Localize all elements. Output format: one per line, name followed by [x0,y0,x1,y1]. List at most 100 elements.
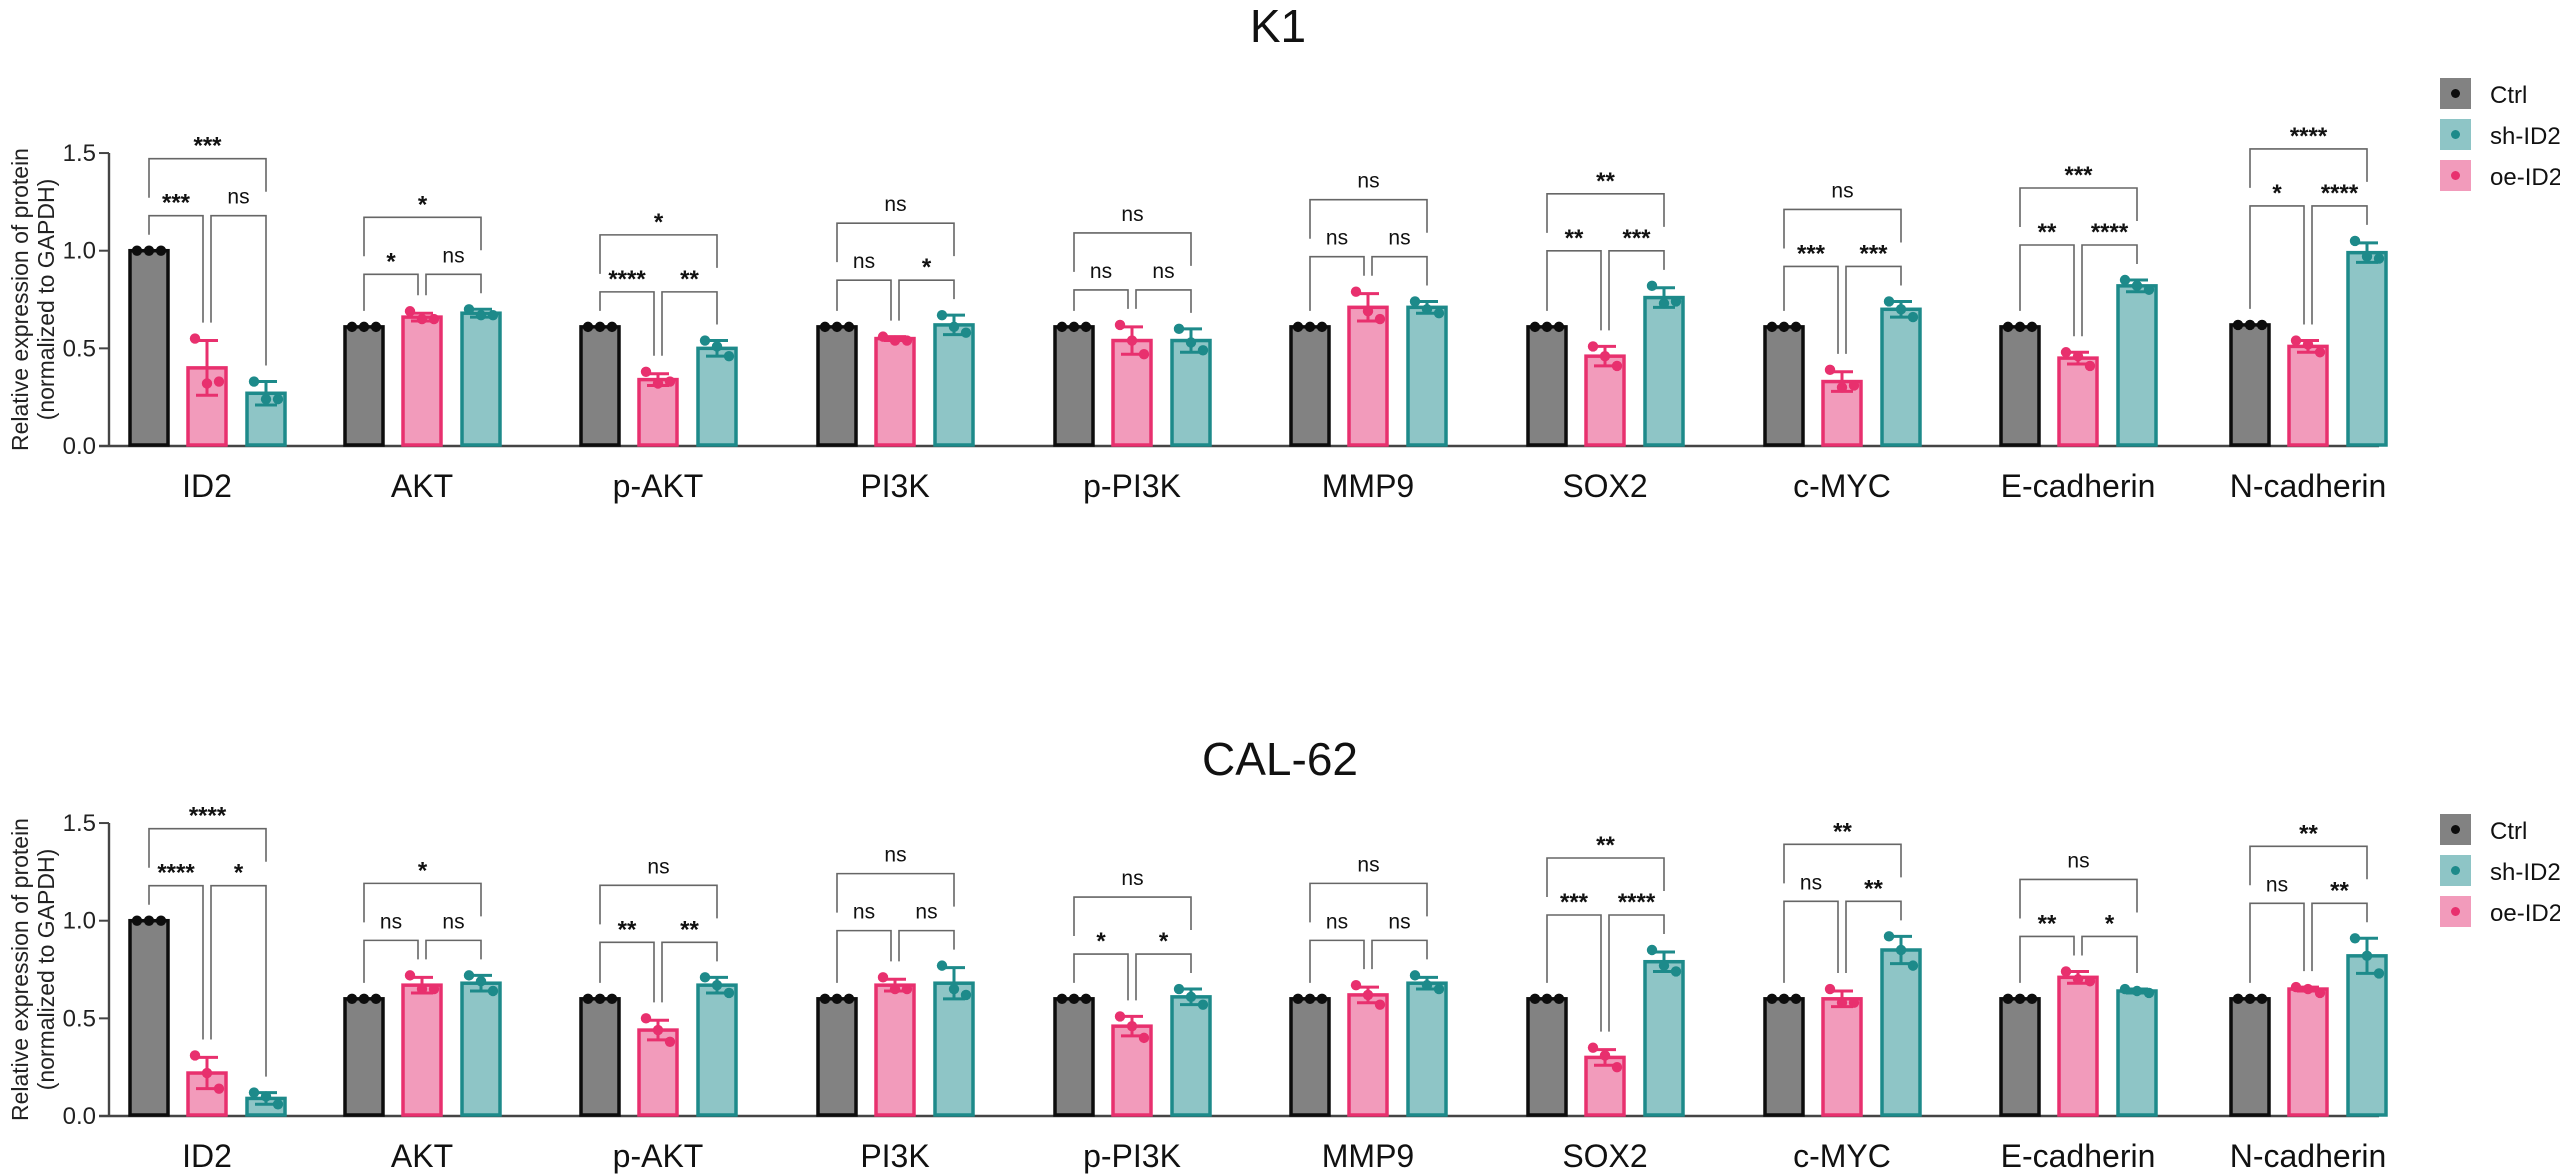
bracket-line [661,941,718,1003]
data-point-ctrl [1056,993,1068,1005]
data-point-oe [1848,997,1860,1008]
data-point-sh [1173,323,1185,335]
significance-label: ** [2299,820,2318,847]
bracket-line [898,929,955,962]
category-label: p-AKT [613,468,704,504]
category-label: c-MYC [1793,1138,1891,1174]
category-label: p-AKT [613,1138,704,1174]
legend-label: sh-ID2 [2490,859,2560,886]
bar-group-n-cadherin: ns ** ** N-cadherin [2229,820,2388,1174]
data-point-sh [948,321,960,333]
bracket-line [1783,265,1839,354]
y-tick-label: 0.0 [63,433,96,460]
bracket-line [210,214,267,366]
data-point-sh [2143,284,2155,295]
data-point-sh [1670,296,1682,307]
data-point-ctrl [1068,321,1080,333]
bracket-line [2249,148,2368,188]
data-point-sh [1433,307,1445,319]
bracket-ctrl-vs-sh: ns [1309,170,1428,239]
bar-group-p-pi3k: ns ns ns p-PI3K [1053,203,1212,504]
significance-label: ns [884,844,906,867]
bar-sh [1880,307,1922,447]
bracket-line [363,882,482,923]
bar-sh [1406,305,1448,447]
data-point-ctrl [2232,319,2244,331]
bar-sh [696,983,738,1117]
significance-label: ns [442,244,464,267]
data-point-sh [2143,987,2155,999]
significance-label: ** [1596,168,1615,195]
data-point-oe [1587,341,1599,352]
bar-oe [874,983,916,1117]
bracket-oe-vs-sh: *** [1845,240,1902,354]
data-point-ctrl [1080,993,1092,1005]
bracket-ctrl-vs-oe: ns [2249,873,2305,983]
category-label: c-MYC [1793,468,1891,504]
data-point-ctrl [2014,321,2026,333]
legend-marker [2451,825,2460,834]
significance-label: ** [680,916,699,943]
bracket-line [599,234,718,274]
y-tick-label: 1.0 [63,238,96,265]
data-point-oe [901,335,913,346]
bracket-line [363,216,482,257]
category-label: SOX2 [1562,468,1647,504]
data-point-oe [1138,349,1150,360]
data-point-oe [1362,989,1374,1001]
bar-sh [933,981,975,1117]
bracket-line [425,939,482,960]
legend-item-oe: oe-ID2 [2440,160,2560,191]
bracket-ctrl-vs-oe: ** [2019,219,2075,337]
bar-ctrl [1999,325,2041,447]
significance-label: ns [1388,910,1410,933]
data-point-sh [1185,991,1197,1003]
bracket-ctrl-vs-oe: **** [599,266,655,356]
data-point-sh [1646,944,1658,956]
category-label: PI3K [860,468,929,504]
bracket-line [1073,953,1129,1001]
data-point-ctrl [606,321,618,333]
data-point-sh [1173,983,1185,995]
bracket-oe-vs-sh: ns [1371,910,1428,970]
data-point-ctrl [370,993,382,1005]
bracket-line [661,291,718,356]
bar-group-e-cadherin: ** *nsE-cadherin [1999,849,2158,1174]
bar-sh [460,311,502,447]
panel-title: K1 [1250,0,1306,52]
data-point-sh [272,393,284,405]
data-point-ctrl [582,321,594,333]
data-point-oe [1350,979,1362,991]
bracket-line [836,872,955,913]
bracket-line [1608,250,1665,331]
y-tick-label: 0.5 [63,335,96,362]
legend-label: sh-ID2 [2490,123,2560,150]
category-label: MMP9 [1322,1138,1414,1174]
bar-sh [1643,295,1685,447]
data-point-sh [936,960,948,971]
data-point-ctrl [1541,321,1553,333]
y-tick-label: 0.5 [63,1005,96,1032]
significance-label: ** [2038,910,2057,937]
bracket-ctrl-vs-sh: ns [1783,179,1902,249]
significance-label: * [922,254,932,281]
bar-ctrl [1763,325,1805,447]
bracket-line [599,941,655,1003]
y-tick-label: 0.0 [63,1103,96,1130]
bracket-line [2019,878,2138,919]
bracket-ctrl-vs-sh: ns [1309,853,1428,923]
bracket-line [2081,935,2138,974]
bar-group-mmp9: ns ns ns MMP9 [1289,853,1448,1174]
significance-label: ns [853,250,875,273]
bracket-ctrl-vs-oe: ns [1783,871,1839,983]
data-point-oe [1374,313,1386,325]
bracket-oe-vs-sh: ns [1371,227,1428,286]
bar-group-p-pi3k: * * ns p-PI3K [1053,867,1212,1174]
data-point-ctrl [358,321,370,333]
bar-group-pi3k: ns ns ns PI3K [816,844,975,1174]
data-point-sh [723,350,735,362]
bracket-line [363,939,419,983]
significance-label: ** [1833,818,1852,845]
bracket-line [599,291,655,356]
bar-ctrl [579,997,621,1117]
